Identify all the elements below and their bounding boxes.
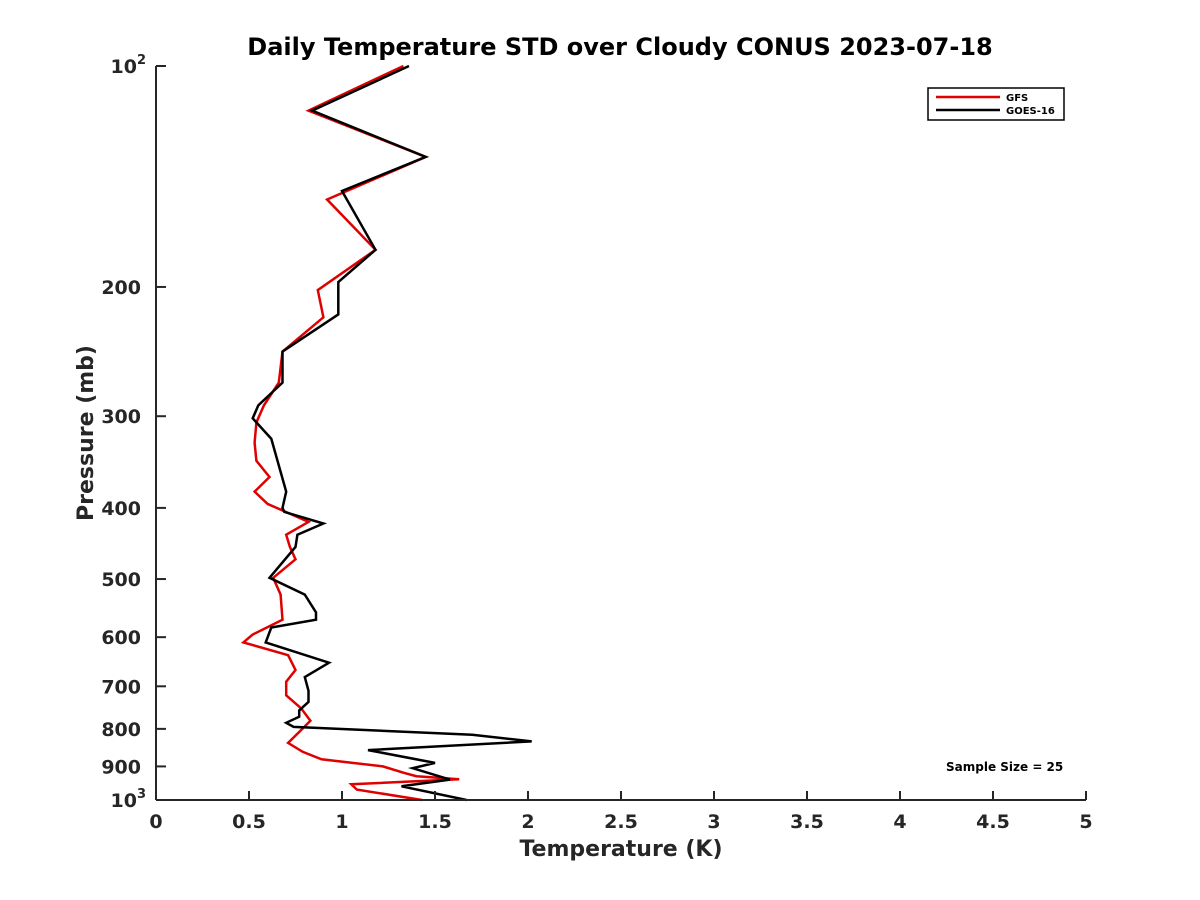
x-tick-label: 5 bbox=[1079, 811, 1092, 833]
x-tick-label: 2 bbox=[521, 811, 534, 833]
x-tick-label: 4.5 bbox=[976, 811, 1010, 833]
legend-box bbox=[927, 87, 1065, 121]
y-tick-label: 102 bbox=[111, 53, 147, 78]
legend-label-goes16: GOES-16 bbox=[1006, 106, 1055, 117]
x-tick-label: 0.5 bbox=[232, 811, 266, 833]
y-tick-label: 300 bbox=[101, 406, 141, 428]
x-tick-label: 3 bbox=[707, 811, 720, 833]
y-tick-label: 500 bbox=[101, 569, 141, 591]
sample-size-annotation: Sample Size = 25 bbox=[946, 760, 1063, 774]
y-tick-label: 900 bbox=[101, 756, 141, 778]
y-tick-layer: 102 200 300 400 500 600 700 800 900 103 bbox=[101, 53, 166, 812]
x-tick-label: 4 bbox=[893, 811, 906, 833]
y-axis-label: Pressure (mb) bbox=[74, 345, 99, 521]
y-tick-label: 600 bbox=[101, 627, 141, 649]
x-tick-label: 1.5 bbox=[418, 811, 452, 833]
y-tick-label: 800 bbox=[101, 719, 141, 741]
y-tick-label: 700 bbox=[101, 676, 141, 698]
x-tick-label: 0 bbox=[149, 811, 162, 833]
legend-label-gfs: GFS bbox=[1006, 93, 1028, 104]
y-tick-label: 103 bbox=[111, 787, 147, 812]
series-layer bbox=[240, 64, 532, 802]
x-tick-label: 2.5 bbox=[604, 811, 638, 833]
x-tick-label: 1 bbox=[335, 811, 348, 833]
x-axis-label: Temperature (K) bbox=[519, 837, 722, 862]
x-tick-label: 3.5 bbox=[790, 811, 824, 833]
chart-title: Daily Temperature STD over Cloudy CONUS … bbox=[247, 33, 992, 61]
y-tick-label: 400 bbox=[101, 498, 141, 520]
legend: GFS GOES-16 bbox=[927, 87, 1065, 121]
y-tick-label: 200 bbox=[101, 277, 141, 299]
series-line-goes16 bbox=[251, 64, 532, 802]
x-tick-layer: 0 0.5 1 1.5 2 2.5 3 3.5 4 4.5 5 bbox=[149, 791, 1093, 833]
